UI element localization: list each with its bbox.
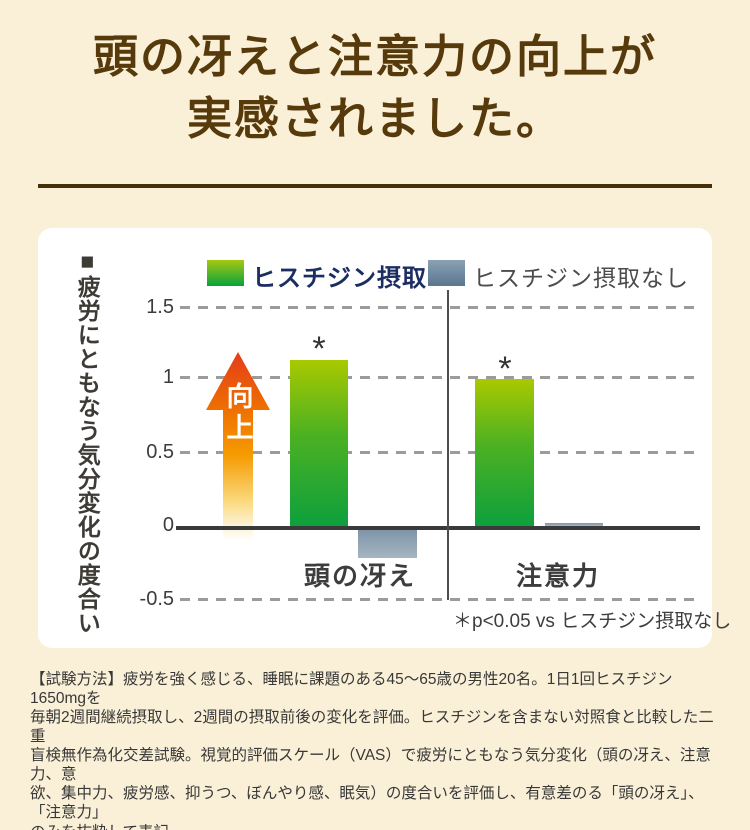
legend-swatch-no-histidine <box>428 260 465 286</box>
legend-label-histidine-intake: ヒスチジン摂取 <box>252 265 427 292</box>
legend-label-no-histidine: ヒスチジン摂取なし <box>473 265 689 291</box>
gridline-1-5 <box>180 306 700 309</box>
improvement-arrow: 向上 <box>206 352 270 544</box>
title-divider <box>38 184 712 188</box>
significance-star-mental-clarity: * <box>312 330 326 368</box>
footnote-line: 欲、集中力、疲労感、抑うつ、ぼんやり感、眠気）の度合いを評価し、有意差のる「頭の… <box>30 785 704 822</box>
improvement-arrow-label: 向上 <box>222 382 253 444</box>
chart-y-axis-title: ■疲労にともなう気分変化の度合い <box>74 248 101 635</box>
improvement-arrow-shaft <box>223 409 253 541</box>
y-tick-0: 0 <box>162 514 174 536</box>
y-tick-1: 1 <box>162 366 174 388</box>
significance-star-attention: * <box>498 350 512 388</box>
y-tick-neg-0-5: -0.5 <box>139 588 174 610</box>
page-title: 頭の冴えと注意力の向上が 実感されました。 <box>0 26 750 150</box>
significance-note: ＊p<0.05 vs ヒスチジン摂取なし <box>453 611 732 632</box>
y-tick-1-5: 1.5 <box>146 296 174 318</box>
page-title-line1: 頭の冴えと注意力の向上が <box>92 31 657 82</box>
page-title-line2: 実感されました。 <box>186 93 563 145</box>
category-separator-line <box>447 290 449 600</box>
legend-swatch-histidine-intake <box>207 260 244 286</box>
bar-histidine-attention <box>475 379 534 526</box>
gridline-0-5 <box>180 451 700 454</box>
bar-no-histidine-attention <box>545 523 603 526</box>
zero-baseline <box>176 526 700 530</box>
x-label-attention: 注意力 <box>515 561 600 591</box>
footnote-line: のみを抜粋して表記。 <box>30 823 724 830</box>
gridline-1-0 <box>180 376 700 379</box>
bar-no-histidine-mental-clarity <box>358 530 417 558</box>
bar-histidine-mental-clarity <box>290 360 348 526</box>
y-tick-0-5: 0.5 <box>146 441 174 463</box>
x-label-mental-clarity: 頭の冴え <box>303 561 416 591</box>
footnote-line: 毎朝2週間継続摂取し、2週間の摂取前後の変化を評価。ヒスチジンを含まない対照食と… <box>30 709 714 746</box>
footnote-line: 【試験方法】疲労を強く感じる、睡眠に課題のある45〜65歳の男性20名。1日1回… <box>30 671 673 708</box>
methodology-footnote: 【試験方法】疲労を強く感じる、睡眠に課題のある45〜65歳の男性20名。1日1回… <box>30 670 724 830</box>
gridline-neg-0-5 <box>180 598 700 601</box>
footnote-line: 盲検無作為化交差試験。視覚的評価スケール（VAS）で疲労にともなう気分変化（頭の… <box>30 747 711 784</box>
chart-card <box>38 228 712 648</box>
